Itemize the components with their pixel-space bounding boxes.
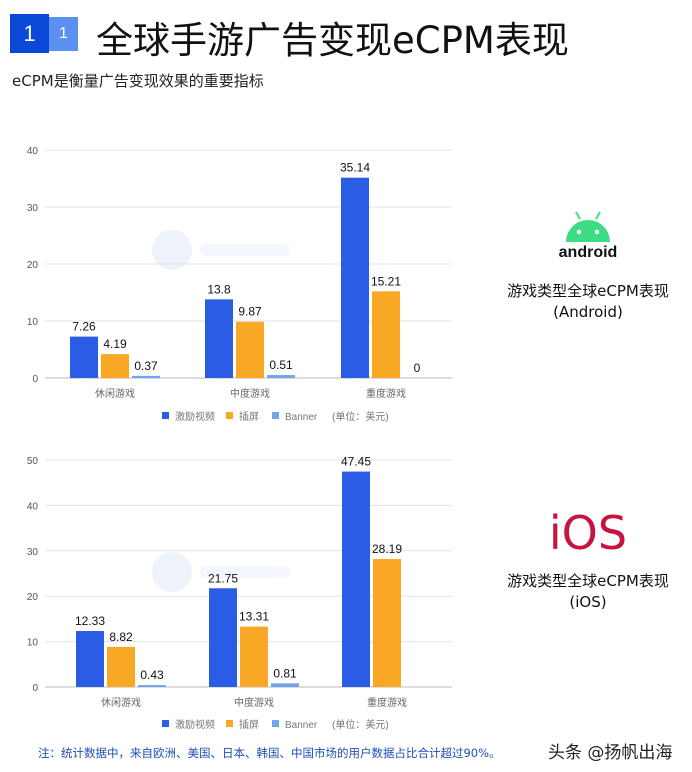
x-tick-label: 休闲游戏 [101,696,141,709]
android-caption: 游戏类型全球eCPM表现 (Android) [488,281,688,323]
bar-0 [76,631,104,687]
bar-1 [240,626,268,687]
legend-swatch [272,412,279,419]
x-tick-label: 中度游戏 [234,696,274,709]
data-label: 47.45 [341,455,371,469]
legend-swatch [226,412,233,419]
legend-label: 激励视频 [175,410,215,423]
watermark-logo-bar [200,244,290,256]
watermark-logo-icon [152,230,192,270]
ios-caption: 游戏类型全球eCPM表现 (iOS) [488,571,688,613]
y-tick-label: 0 [32,683,38,694]
legend-label: 激励视频 [175,718,215,731]
y-tick-label: 10 [27,317,39,328]
footnote: 注：统计数据中，来自欧洲、美国、日本、韩国、中国市场的用户数据占比合计超过90%… [38,746,501,760]
bar-0 [205,299,233,378]
data-label: 28.19 [372,542,402,556]
bar-0 [342,471,370,687]
bar-0 [209,588,237,687]
data-label: 0.43 [140,668,164,682]
bar-1 [373,559,401,687]
data-label: 12.33 [75,614,105,628]
android-caption-line1: 游戏类型全球eCPM表现 [507,282,669,300]
bar-2 [132,375,160,378]
x-tick-label: 中度游戏 [230,387,270,400]
data-label: 0.37 [134,359,158,373]
legend-swatch [162,412,169,419]
data-label: 13.8 [207,282,231,296]
y-tick-label: 20 [27,592,39,603]
data-label: 13.31 [239,610,269,624]
data-label: 0 [414,361,421,375]
y-tick-label: 10 [27,638,39,649]
y-tick-label: 30 [27,203,39,214]
data-label: 7.26 [72,320,96,334]
legend-swatch [272,720,279,727]
data-label: 21.75 [208,571,238,585]
y-tick-label: 40 [27,501,39,512]
y-tick-label: 50 [27,456,39,467]
bar-1 [101,354,129,378]
x-tick-label: 休闲游戏 [95,387,135,400]
legend-swatch [162,720,169,727]
data-label: 8.82 [109,630,133,644]
subsection-badge: 1 [49,17,78,51]
watermark-logo-icon [152,552,192,592]
unit-label: (单位：美元) [332,718,389,731]
page-subtitle: eCPM是衡量广告变现效果的重要指标 [12,72,264,90]
ios-caption-line1: 游戏类型全球eCPM表现 [507,572,669,590]
android-caption-line2: (Android) [553,303,623,321]
data-label: 0.81 [273,666,297,680]
y-tick-label: 0 [32,374,38,385]
ios-caption-line2: (iOS) [569,593,607,611]
section-badge: 1 [10,14,49,53]
bar-0 [341,177,369,378]
data-label: 15.21 [371,274,401,288]
bar-2 [267,375,295,378]
unit-label: (单位：美元) [332,410,389,423]
credit: 头条 @扬帆出海 [548,743,673,763]
android-robot-icon [560,208,616,244]
page-title: 全球手游广告变现eCPM表现 [96,19,569,62]
ios-logo: iOS [548,506,628,560]
bar-1 [372,291,400,378]
y-tick-label: 40 [27,146,39,157]
bar-0 [70,336,98,378]
legend-label: 插屏 [239,410,259,423]
legend-swatch [226,720,233,727]
legend-label: 插屏 [239,718,259,731]
x-tick-label: 重度游戏 [366,387,406,400]
y-tick-label: 30 [27,547,39,558]
legend-label: Banner [285,720,318,731]
bar-1 [236,321,264,378]
bar-2 [138,685,166,687]
bar-1 [107,646,135,687]
data-label: 9.87 [238,305,262,319]
legend-label: Banner [285,412,318,423]
android-logo: android [558,244,618,261]
data-label: 0.51 [269,358,293,372]
data-label: 35.14 [340,161,370,175]
y-tick-label: 20 [27,260,39,271]
bar-2 [271,683,299,687]
x-tick-label: 重度游戏 [367,696,407,709]
watermark-logo-bar [200,566,290,578]
data-label: 4.19 [103,337,127,351]
